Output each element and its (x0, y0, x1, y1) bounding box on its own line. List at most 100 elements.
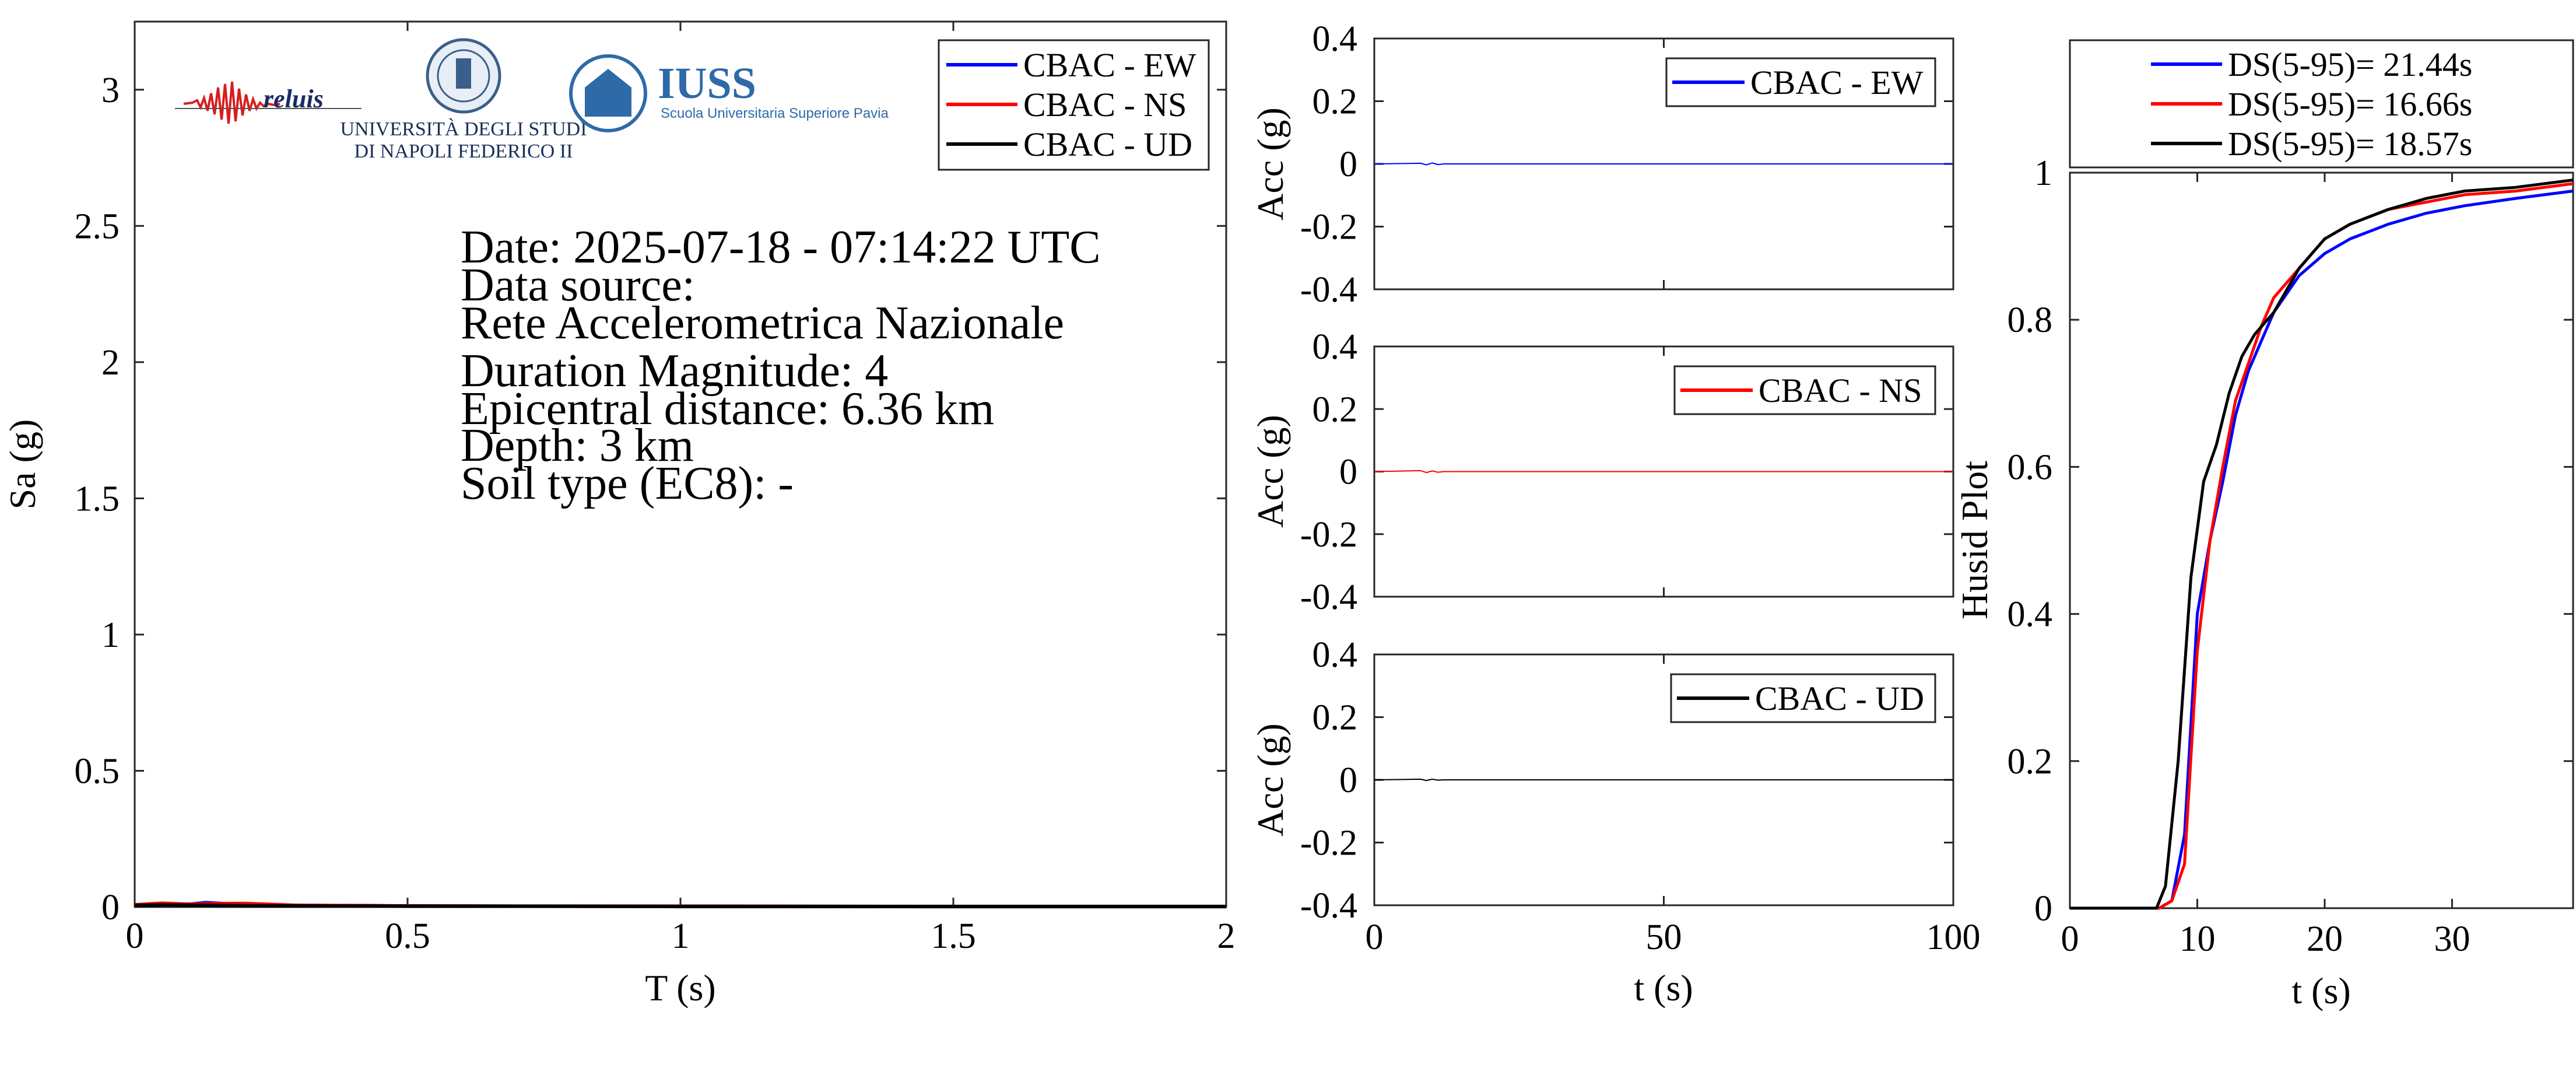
event-date: Date: 2025-07-18 - 07:14:22 UTC (461, 222, 1101, 273)
spectrum-ytick-label: 1.5 (75, 479, 120, 519)
depth: Depth: 3 km (461, 420, 694, 471)
acc-ud-ytick-label: -0.4 (1300, 886, 1357, 926)
acc-ew-ytick-label: 0.2 (1312, 82, 1358, 122)
data-source-label: Data source: (461, 260, 695, 311)
iuss-emblem-roof (585, 69, 631, 87)
husid-panel: 00.20.40.60.810 10 20 30 Husid Plot t (s) D… (1954, 39, 2574, 1011)
spectrum-ytick-label: 3 (101, 71, 120, 110)
husid-xtick-label: 0 (2061, 919, 2079, 959)
spectrum-xlabel: T (s) (645, 967, 715, 1009)
husid-legend-label-ud: DS(5-95)= 18.57s (2228, 125, 2472, 163)
spectrum-xtick-label: 0.5 (385, 916, 430, 956)
spectrum-series (134, 901, 1226, 909)
acc-ns-ylabel: Acc (g) (1250, 415, 1291, 528)
acc-ns-legend-label: CBAC - NS (1759, 372, 1922, 409)
spectrum-panel: 0 0.5 1 1.5 2 2.5 3 0 0.5 1 1.5 2 Sa (g) T (s) relu… (2, 20, 1236, 1009)
husid-series-0-line (2070, 190, 2574, 910)
acc-ew-ytick-label: 0.4 (1312, 19, 1358, 59)
spectrum-ytick-label: 0.5 (75, 751, 120, 791)
spectrum-series-2-line (134, 903, 1226, 909)
acc-ew-panel: -0.4 -0.2 0 0.2 0.4 Acc (g) CBAC - EW (1250, 19, 1954, 310)
spectrum-ytick-label: 2 (101, 343, 120, 383)
acc-ew-ticks: -0.4 -0.2 0 0.2 0.4 (1300, 19, 1954, 310)
husid-xlabel: t (s) (2291, 970, 2350, 1011)
acc-ud-ytick-label: -0.2 (1300, 824, 1357, 863)
husid-ylabel: Husid Plot (1954, 461, 1995, 619)
acc-ud-xlabel: t (s) (1634, 967, 1693, 1009)
spectrum-ytick-label: 0 (101, 888, 120, 927)
acc-ns-ytick-label: 0.2 (1312, 390, 1358, 429)
husid-series (2070, 178, 2574, 910)
iuss-logo: IUSS Scuola Universitaria Superiore Pavi… (569, 54, 889, 132)
acc-ud-legend-label: CBAC - UD (1755, 680, 1924, 717)
legend-label-ns: CBAC - NS (1023, 86, 1187, 124)
acc-ew-series-0-line (1374, 162, 1953, 166)
acc-ns-ytick-label: 0 (1339, 453, 1357, 492)
acc-ud-xtick-label: 100 (1926, 918, 1981, 957)
magnitude: Duration Magnitude: 4 (461, 345, 888, 397)
data-source: Rete Accelerometrica Nazionale (461, 297, 1064, 349)
acc-ns-ytick-label: 0.4 (1312, 327, 1358, 367)
epicentral-distance: Epicentral distance: 6.36 km (461, 383, 994, 435)
acc-ns-series-0-line (1374, 470, 1953, 474)
husid-ytick-label: 0.4 (2008, 595, 2053, 635)
unina-line2: DI NAPOLI FEDERICO II (355, 141, 573, 162)
acc-ns-ytick-label: -0.4 (1300, 577, 1357, 617)
soil-type: Soil type (EC8): - (461, 458, 794, 509)
unina-seal-inner (437, 49, 490, 103)
spectrum-ylabel: Sa (g) (2, 419, 43, 510)
spectrum-xtick-label: 0 (126, 916, 144, 956)
acc-ud-panel: -0.4 -0.2 0 0.2 0.4 0 50 100 Acc (g) t (s) CBAC… (1250, 635, 1981, 1009)
husid-xtick-label: 20 (2307, 919, 2343, 959)
unina-line1: UNIVERSITÀ DEGLI STUDI (340, 118, 587, 140)
spectrum-legend: CBAC - EW CBAC - NS CBAC - UD (938, 39, 1210, 171)
reluis-wordmark: reluis (264, 85, 324, 113)
acc-ud-ylabel: Acc (g) (1250, 723, 1291, 836)
acc-ud-ytick-label: 0 (1339, 761, 1357, 800)
spectrum-xtick-label: 1.5 (931, 916, 976, 956)
spectrum-ticks: 0 0.5 1 1.5 2 2.5 3 0 0.5 1 1.5 2 (75, 22, 1236, 956)
acc-ud-ytick-label: 0.2 (1312, 698, 1358, 738)
husid-ytick-label: 0.6 (2008, 447, 2053, 487)
husid-ticks: 00.20.40.60.810 10 20 30 (2008, 153, 2573, 959)
husid-legend-label-ns: DS(5-95)= 16.66s (2228, 85, 2472, 123)
husid-ytick-label: 0.2 (2008, 742, 2053, 782)
husid-ytick-label: 0.8 (2008, 300, 2053, 340)
acc-ns-ticks: -0.4 -0.2 0 0.2 0.4 (1300, 327, 1954, 617)
acc-ud-xtick-label: 0 (1366, 918, 1384, 957)
acc-ew-ytick-label: 0 (1339, 145, 1357, 184)
iuss-emblem-building (585, 87, 631, 117)
acc-ns-series (1374, 470, 1953, 474)
acc-ns-ytick-label: -0.2 (1300, 515, 1357, 555)
acc-ud-ticks: -0.4 -0.2 0 0.2 0.4 0 50 100 (1300, 635, 1981, 957)
reluis-seismogram-icon (183, 81, 280, 124)
husid-xtick-label: 30 (2434, 919, 2470, 959)
acc-ud-xtick-label: 50 (1646, 918, 1682, 957)
husid-series-2-line (2070, 178, 2574, 910)
unina-logo: UNIVERSITÀ DEGLI STUDI DI NAPOLI FEDERIC… (340, 38, 587, 162)
spectrum-ytick-label: 2.5 (75, 206, 120, 246)
unina-seal-figure (456, 58, 471, 89)
spectrum-xtick-label: 1 (672, 916, 690, 956)
legend-label-ud: CBAC - UD (1023, 125, 1192, 163)
acc-ud-series (1374, 778, 1953, 782)
event-info: Date: 2025-07-18 - 07:14:22 UTC Data sou… (461, 222, 1101, 509)
acc-ud-ytick-label: 0.4 (1312, 635, 1358, 675)
acc-ud-series-0-line (1374, 778, 1953, 782)
husid-legend-label-ew: DS(5-95)= 21.44s (2228, 45, 2472, 83)
spectrum-ytick-label: 1 (101, 615, 120, 655)
husid-ytick-label: 0 (2034, 889, 2052, 929)
spectrum-xtick-label: 2 (1217, 916, 1236, 956)
acc-ew-ytick-label: -0.4 (1300, 270, 1357, 310)
acc-ew-ylabel: Acc (g) (1250, 107, 1291, 220)
husid-xtick-label: 10 (2179, 919, 2215, 959)
iuss-subtitle: Scuola Universitaria Superiore Pavia (661, 106, 889, 121)
husid-ytick-label: 1 (2034, 153, 2052, 193)
husid-axes-box (2069, 171, 2574, 909)
acc-ew-legend-label: CBAC - EW (1750, 64, 1924, 101)
reluis-logo: reluis (175, 81, 362, 124)
acc-ns-panel: -0.4 -0.2 0 0.2 0.4 Acc (g) CBAC - NS (1250, 327, 1954, 617)
iuss-wordmark: IUSS (658, 59, 756, 108)
acc-ew-ytick-label: -0.2 (1300, 208, 1357, 247)
